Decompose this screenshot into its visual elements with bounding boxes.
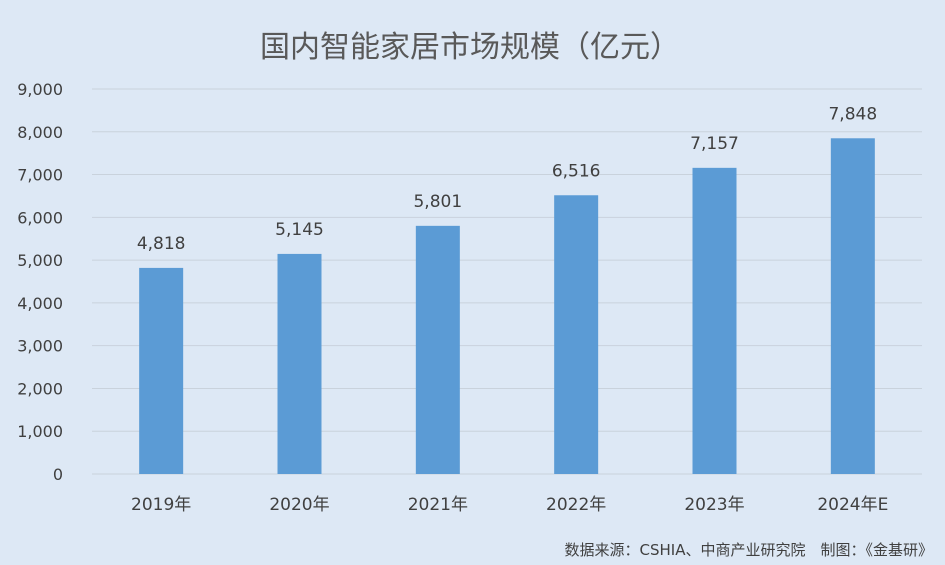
y-tick-label-5000: 5,000 bbox=[17, 251, 63, 270]
y-tick-label-7000: 7,000 bbox=[17, 166, 63, 185]
y-axis-tick-labels: 0 1,000 2,000 3,000 4,000 5,000 6,000 7,000 8,00… bbox=[17, 80, 63, 484]
y-tick-label-4000: 4,000 bbox=[17, 294, 63, 313]
data-labels: 4,818 5,145 5,801 6,516 7,157 7,848 bbox=[137, 104, 877, 254]
y-tick-label-2000: 2,000 bbox=[17, 379, 63, 398]
bar-2 bbox=[277, 253, 322, 474]
y-tick-label-6000: 6,000 bbox=[17, 208, 63, 227]
x-axis-labels: 2019年 2020年 2021年 2022年 2023年 2024年E bbox=[131, 495, 888, 515]
bar-5 bbox=[692, 167, 737, 474]
chart-title: 国内智能家居市场规模（亿元） bbox=[260, 30, 680, 65]
x-label-6: 2024年E bbox=[817, 495, 888, 515]
data-label-3: 5,801 bbox=[413, 192, 462, 212]
y-tick-label-8000: 8,000 bbox=[17, 123, 63, 142]
data-label-2: 5,145 bbox=[275, 220, 324, 240]
data-label-4: 6,516 bbox=[552, 161, 601, 181]
bar-6 bbox=[830, 138, 875, 474]
source-note: 数据来源：CSHIA、中商产业研究院 制图：《金基研》 bbox=[565, 541, 933, 559]
gridlines bbox=[92, 88, 922, 475]
x-label-4: 2022年 bbox=[546, 495, 606, 515]
data-label-1: 4,818 bbox=[137, 234, 186, 254]
y-tick-label-1000: 1,000 bbox=[17, 422, 63, 441]
y-tick-label-0: 0 bbox=[53, 465, 63, 484]
data-label-5: 7,157 bbox=[690, 134, 739, 154]
bars bbox=[139, 138, 875, 474]
bar-4 bbox=[554, 195, 599, 474]
x-label-5: 2023年 bbox=[684, 495, 744, 515]
bar-3 bbox=[415, 225, 460, 474]
bar-1 bbox=[139, 267, 184, 474]
data-label-6: 7,848 bbox=[828, 104, 877, 124]
x-label-3: 2021年 bbox=[408, 495, 468, 515]
y-tick-label-9000: 9,000 bbox=[17, 80, 63, 99]
y-tick-label-3000: 3,000 bbox=[17, 337, 63, 356]
x-label-2: 2020年 bbox=[269, 495, 329, 515]
x-label-1: 2019年 bbox=[131, 495, 191, 515]
